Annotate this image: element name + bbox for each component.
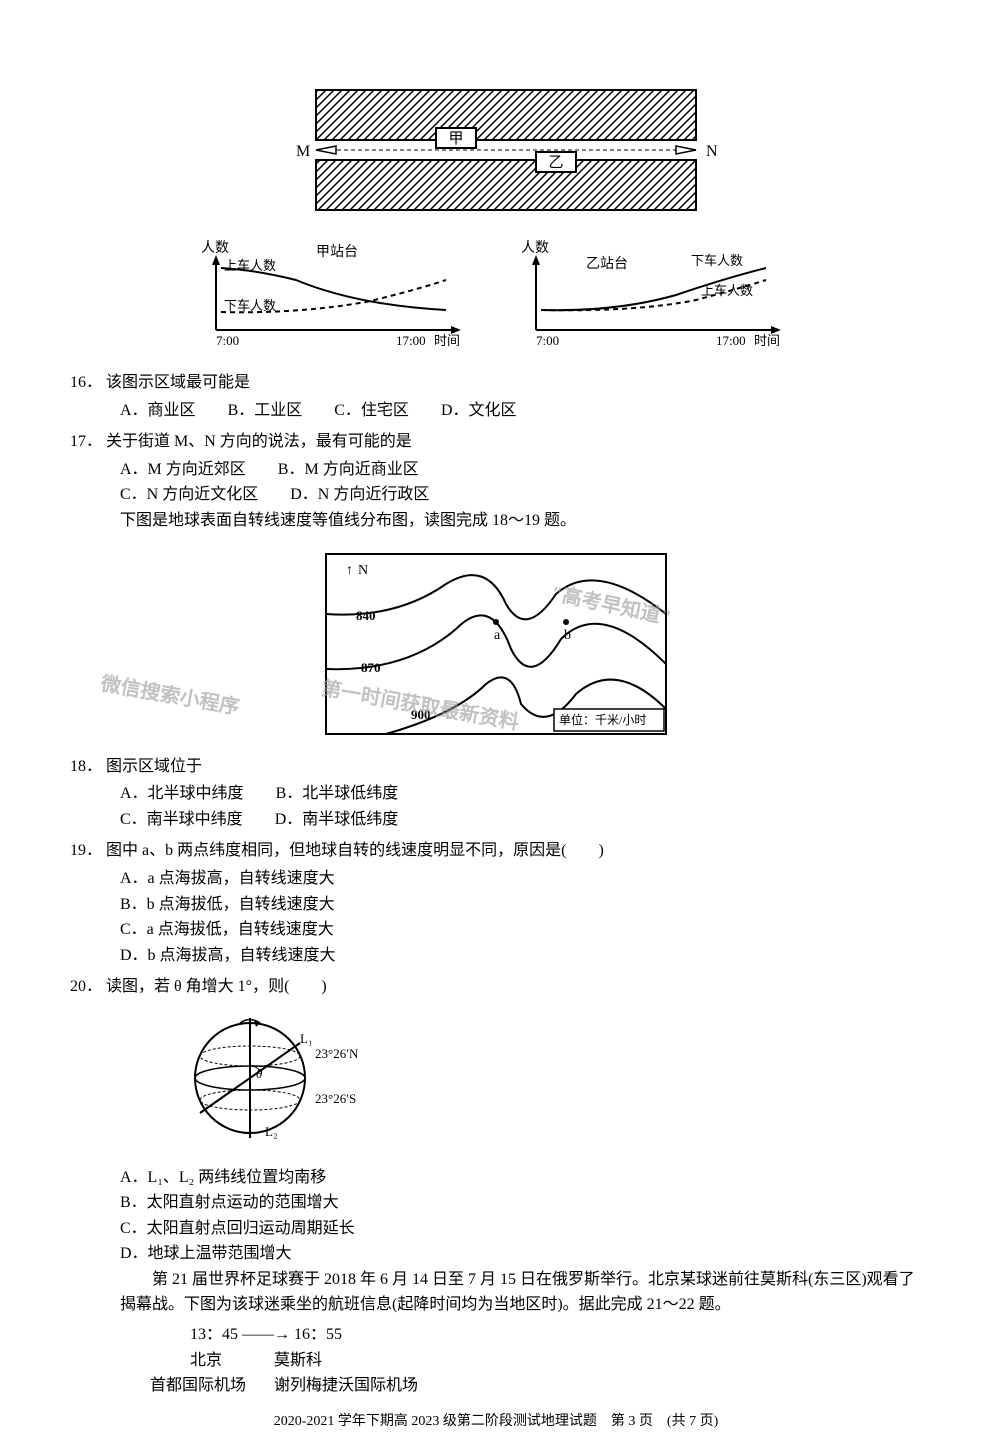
q16-opt-d: D．文化区 [441, 398, 517, 424]
question-20: 20． 读图，若 θ 角增大 1°，则( ) [70, 974, 922, 1000]
q20-opt-d: D．地球上温带范围增大 [120, 1241, 922, 1267]
point-b: b [564, 628, 571, 643]
l1-label: L₁ [300, 1031, 312, 1046]
q17-opt-c: C．N 方向近文化区 [120, 482, 258, 508]
n-arrow: ↑ [346, 563, 353, 578]
l2-label: L₂ [265, 1124, 277, 1139]
intro-18-19: 下图是地球表面自转线速度等值线分布图，读图完成 18～19 题。 [70, 508, 922, 534]
chart2-xend: 17:00 [716, 333, 746, 348]
chart1-s1-label: 上车人数 [224, 258, 276, 273]
flight-time-line: 13：45 ——→ 16：55 [190, 1322, 922, 1348]
q16-text: 该图示区域最可能是 [106, 374, 250, 391]
q19-opt-d: D．b 点海拔高，自转线速度大 [120, 943, 922, 969]
q17-num: 17． [70, 433, 102, 450]
q20-num: 20． [70, 978, 102, 995]
q18-opt-c: C．南半球中纬度 [120, 807, 243, 833]
flight-airport-to: 谢列梅捷沃国际机场 [274, 1377, 418, 1394]
contour-870: 870 [361, 660, 381, 675]
q17-opt-d: D．N 方向近行政区 [290, 482, 429, 508]
chart1-ylabel: 人数 [201, 240, 229, 256]
flight-airport-from: 首都国际机场 [150, 1373, 270, 1399]
contour-840: 840 [356, 608, 376, 623]
earth-diagram: θ L₁ L₂ 23°26′N 23°26′S [70, 1008, 922, 1157]
q16-opt-c: C．住宅区 [334, 398, 409, 424]
q18-text: 图示区域位于 [106, 758, 202, 775]
n-label: N [358, 563, 368, 578]
contour-diagram: ↑ N 840 870 900 a b 单位：千米/小时 [70, 544, 922, 744]
q18-opt-d: D．南半球低纬度 [275, 807, 399, 833]
q20-opt-a: A．L₁、L₂ 两纬线位置均南移 [120, 1165, 922, 1191]
q17-text: 关于街道 M、N 方向的说法，最有可能的是 [106, 433, 412, 450]
lat-s-label: 23°26′S [315, 1091, 356, 1106]
chart2-s1-label: 下车人数 [691, 253, 743, 268]
question-16: 16． 该图示区域最可能是 A．商业区 B．工业区 C．住宅区 D．文化区 [70, 370, 922, 423]
q16-opt-b: B．工业区 [228, 398, 303, 424]
theta-label: θ [256, 1066, 263, 1081]
q20-options: A．L₁、L₂ 两纬线位置均南移 B．太阳直射点运动的范围增大 C．太阳直射点回… [70, 1165, 922, 1267]
flight-city-to: 莫斯科 [274, 1348, 354, 1374]
chart1-xstart: 7:00 [216, 333, 239, 348]
passenger-charts: 人数 甲站台 上车人数 下车人数 7:00 17:00 时间 人数 乙站台 [70, 240, 922, 350]
chart1-xend: 17:00 [396, 333, 426, 348]
question-19: 19． 图中 a、b 两点纬度相同，但地球自转的线速度明显不同，原因是( ) A… [70, 838, 922, 968]
lat-n-label: 23°26′N [315, 1046, 359, 1061]
bus-platform-diagram: 甲 乙 M N [70, 80, 922, 220]
q20-text: 读图，若 θ 角增大 1°，则( ) [106, 978, 327, 995]
label-n: N [706, 143, 718, 160]
q18-opt-a: A．北半球中纬度 [120, 781, 244, 807]
flight-info: 13：45 ——→ 16：55 北京 莫斯科 首都国际机场 谢列梅捷沃国际机场 [70, 1322, 922, 1399]
q19-opt-a: A．a 点海拔高，自转线速度大 [120, 866, 922, 892]
question-17: 17． 关于街道 M、N 方向的说法，最有可能的是 A．M 方向近郊区 B．M … [70, 429, 922, 533]
chart1-s2-label: 下车人数 [224, 298, 276, 313]
chart2-xlabel: 时间 [754, 333, 780, 348]
chart2-title: 乙站台 [586, 256, 628, 272]
chart-jia: 人数 甲站台 上车人数 下车人数 7:00 17:00 时间 [196, 240, 476, 350]
contour-unit: 单位：千米/小时 [559, 712, 646, 727]
q19-opt-b: B．b 点海拔低，自转线速度大 [120, 892, 922, 918]
q18-num: 18． [70, 758, 102, 775]
page-footer: 2020-2021 学年下期高 2023 级第二阶段测试地理试题 第 3 页 (… [70, 1411, 922, 1433]
chart1-title: 甲站台 [316, 244, 358, 260]
q19-opt-c: C．a 点海拔低，自转线速度大 [120, 917, 922, 943]
intro-21-22: 第 21 届世界杯足球赛于 2018 年 6 月 14 日至 7 月 15 日在… [70, 1267, 922, 1318]
label-jia: 甲 [448, 131, 463, 147]
chart2-xstart: 7:00 [536, 333, 559, 348]
platform-svg: 甲 乙 M N [256, 80, 736, 220]
point-a: a [494, 628, 501, 643]
q16-num: 16． [70, 374, 102, 391]
chart2-ylabel: 人数 [521, 240, 549, 256]
label-m: M [296, 143, 310, 160]
contour-900: 900 [411, 707, 431, 722]
q17-opt-a: A．M 方向近郊区 [120, 457, 246, 483]
q16-opt-a: A．商业区 [120, 398, 196, 424]
q17-opt-b: B．M 方向近商业区 [278, 457, 419, 483]
q19-text: 图中 a、b 两点纬度相同，但地球自转的线速度明显不同，原因是( ) [106, 842, 604, 859]
label-yi: 乙 [548, 155, 563, 171]
question-18: 18． 图示区域位于 A．北半球中纬度 B．北半球低纬度 C．南半球中纬度 D．… [70, 754, 922, 833]
q20-opt-c: C．太阳直射点回归运动周期延长 [120, 1216, 922, 1242]
chart1-xlabel: 时间 [434, 333, 460, 348]
chart2-s2-label: 上车人数 [701, 283, 753, 298]
chart-yi: 人数 乙站台 下车人数 上车人数 7:00 17:00 时间 [516, 240, 796, 350]
q18-opt-b: B．北半球低纬度 [276, 781, 399, 807]
q19-num: 19． [70, 842, 102, 859]
q20-opt-b: B．太阳直射点运动的范围增大 [120, 1190, 922, 1216]
flight-city-from: 北京 [190, 1348, 270, 1374]
